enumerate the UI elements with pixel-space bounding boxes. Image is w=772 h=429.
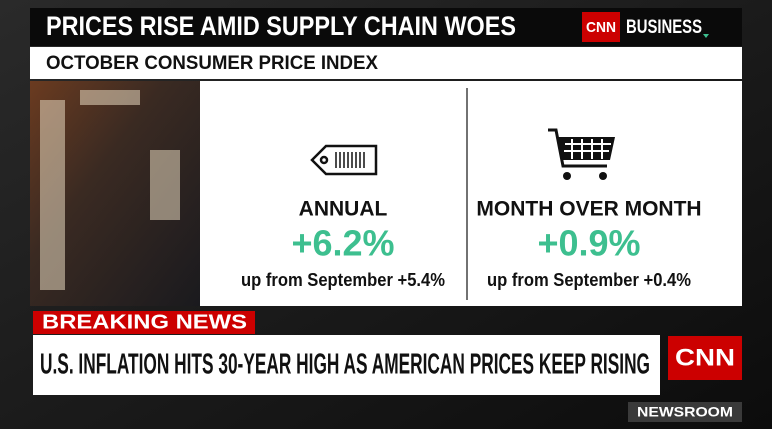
logo: CNN (675, 344, 735, 371)
photo-detail (40, 90, 180, 290)
headline: U.S. INFLATION HITS 30-YEAR HIGH AS AMER… (40, 349, 650, 381)
title-bar (30, 8, 742, 46)
panel-value: +0.9% (537, 223, 640, 264)
panel-note: up from September +0.4% (487, 270, 691, 290)
panel-value: +6.2% (291, 223, 394, 264)
logo-box (668, 336, 742, 380)
brand-section: BUSINESS (626, 17, 702, 38)
price-tag-icon (310, 144, 378, 176)
panel-note: up from September +5.4% (241, 270, 445, 290)
brand-accent (703, 34, 709, 38)
panel-label: ANNUAL (299, 198, 388, 221)
show: NEWSROOM (637, 404, 733, 420)
brand: CNN (586, 19, 616, 36)
breaking-tag-bar (33, 311, 255, 334)
panel-label: MONTH OVER MONTH (476, 198, 701, 221)
cart-icon (548, 128, 615, 180)
breaking-tag: BREAKING NEWS (42, 311, 247, 333)
show-box (628, 402, 742, 422)
subtitle-bar (30, 47, 742, 79)
headline-bar (33, 335, 660, 395)
subtitle: OCTOBER CONSUMER PRICE INDEX (46, 53, 378, 74)
title: PRICES RISE AMID SUPPLY CHAIN WOES (46, 11, 516, 41)
brand-box (582, 12, 620, 42)
